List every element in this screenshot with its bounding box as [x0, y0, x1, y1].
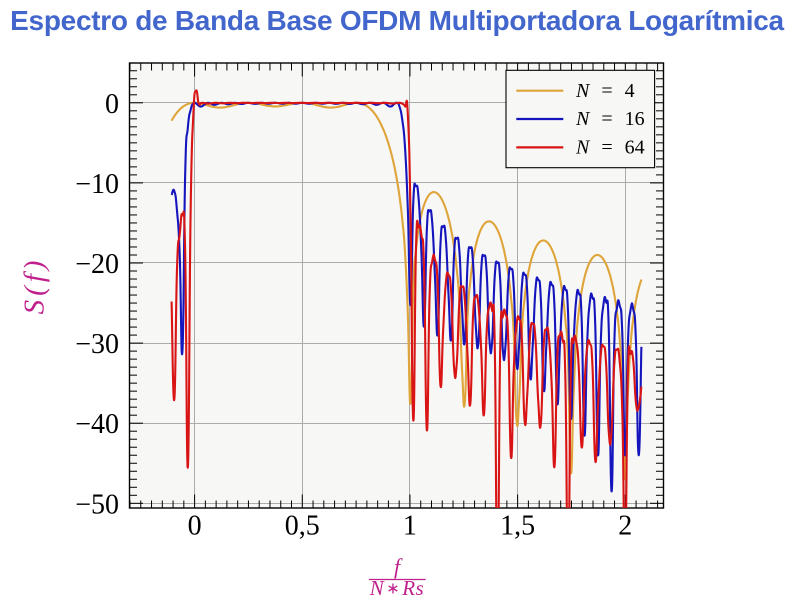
svg-text:−10: −10 — [75, 169, 119, 200]
svg-text:2: 2 — [618, 511, 632, 542]
svg-text:−50: −50 — [75, 489, 119, 520]
svg-text:S(f): S(f) — [19, 257, 51, 315]
svg-text:−20: −20 — [75, 249, 119, 280]
svg-text:1: 1 — [403, 511, 417, 542]
svg-text:0: 0 — [188, 511, 202, 542]
svg-text:0: 0 — [105, 89, 119, 120]
svg-text:−30: −30 — [75, 329, 119, 360]
svg-text:N = 16: N = 16 — [575, 108, 645, 130]
svg-text:−40: −40 — [75, 409, 119, 440]
svg-text:N∗Rs: N ∗Rs — [369, 576, 424, 600]
svg-text:N = 4: N = 4 — [575, 80, 635, 102]
svg-text:0,5: 0,5 — [285, 511, 320, 542]
svg-text:f: f — [394, 554, 403, 579]
svg-text:1,5: 1,5 — [500, 511, 535, 542]
svg-text:N = 64: N = 64 — [575, 137, 645, 159]
